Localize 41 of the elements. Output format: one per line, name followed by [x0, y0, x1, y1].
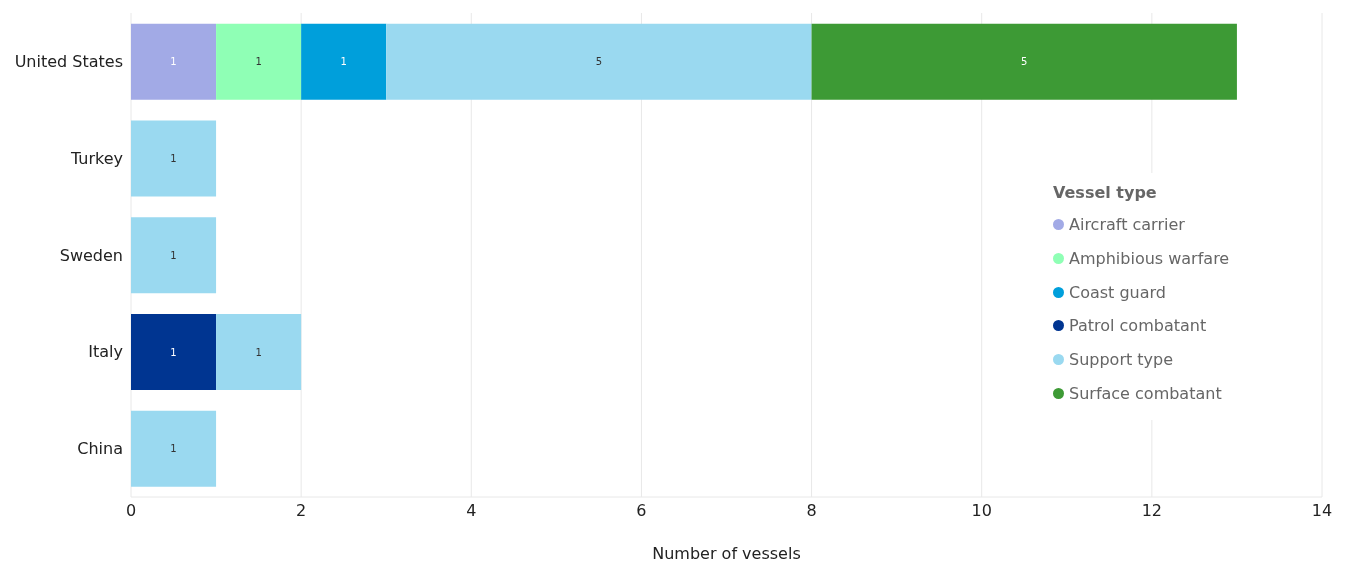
legend-label: Patrol combatant: [1069, 316, 1207, 336]
legend-label: Surface combatant: [1069, 383, 1222, 403]
bar: [216, 314, 302, 391]
data-label: 1: [170, 346, 177, 358]
legend-label: Amphibious warfare: [1069, 249, 1230, 269]
x-axis-title: Number of vessels: [652, 544, 801, 563]
bar: [386, 23, 812, 100]
legend-title: Vessel type: [1053, 183, 1158, 202]
data-label: 1: [170, 249, 177, 261]
data-label: 1: [340, 56, 347, 68]
bar: [131, 23, 217, 100]
x-tick-label: 10: [971, 501, 992, 521]
x-tick-label: 4: [466, 501, 477, 521]
data-label: 5: [1021, 56, 1028, 68]
legend-label: Coast guard: [1069, 282, 1167, 302]
x-tick-label: 2: [296, 501, 307, 521]
legend-label: Aircraft carrier: [1069, 215, 1185, 235]
legend-label: Support type: [1069, 350, 1174, 370]
x-tick-label: 12: [1141, 501, 1163, 521]
data-label: 1: [170, 153, 177, 164]
x-tick-label: 14: [1311, 501, 1333, 521]
data-label: 1: [170, 443, 177, 455]
x-tick-label: 0: [125, 501, 137, 521]
x-tick-label: 8: [806, 501, 817, 521]
data-label: 5: [595, 56, 603, 68]
data-label: 1: [170, 56, 177, 68]
y-tick-label: Sweden: [59, 245, 123, 265]
y-tick-label: Turkey: [69, 148, 123, 168]
data-label: 1: [255, 346, 262, 358]
data-label: 1: [255, 56, 262, 68]
bar: [131, 217, 217, 294]
y-tick-label: China: [77, 439, 123, 459]
bar: [131, 410, 217, 487]
bar: [216, 23, 302, 100]
bar: [131, 314, 217, 391]
y-tick-label: Italy: [88, 342, 123, 362]
bar: [301, 23, 387, 100]
x-tick-label: 6: [636, 501, 647, 521]
bar: [131, 120, 217, 197]
y-tick-label: United States: [14, 52, 123, 72]
bar: [811, 23, 1237, 100]
